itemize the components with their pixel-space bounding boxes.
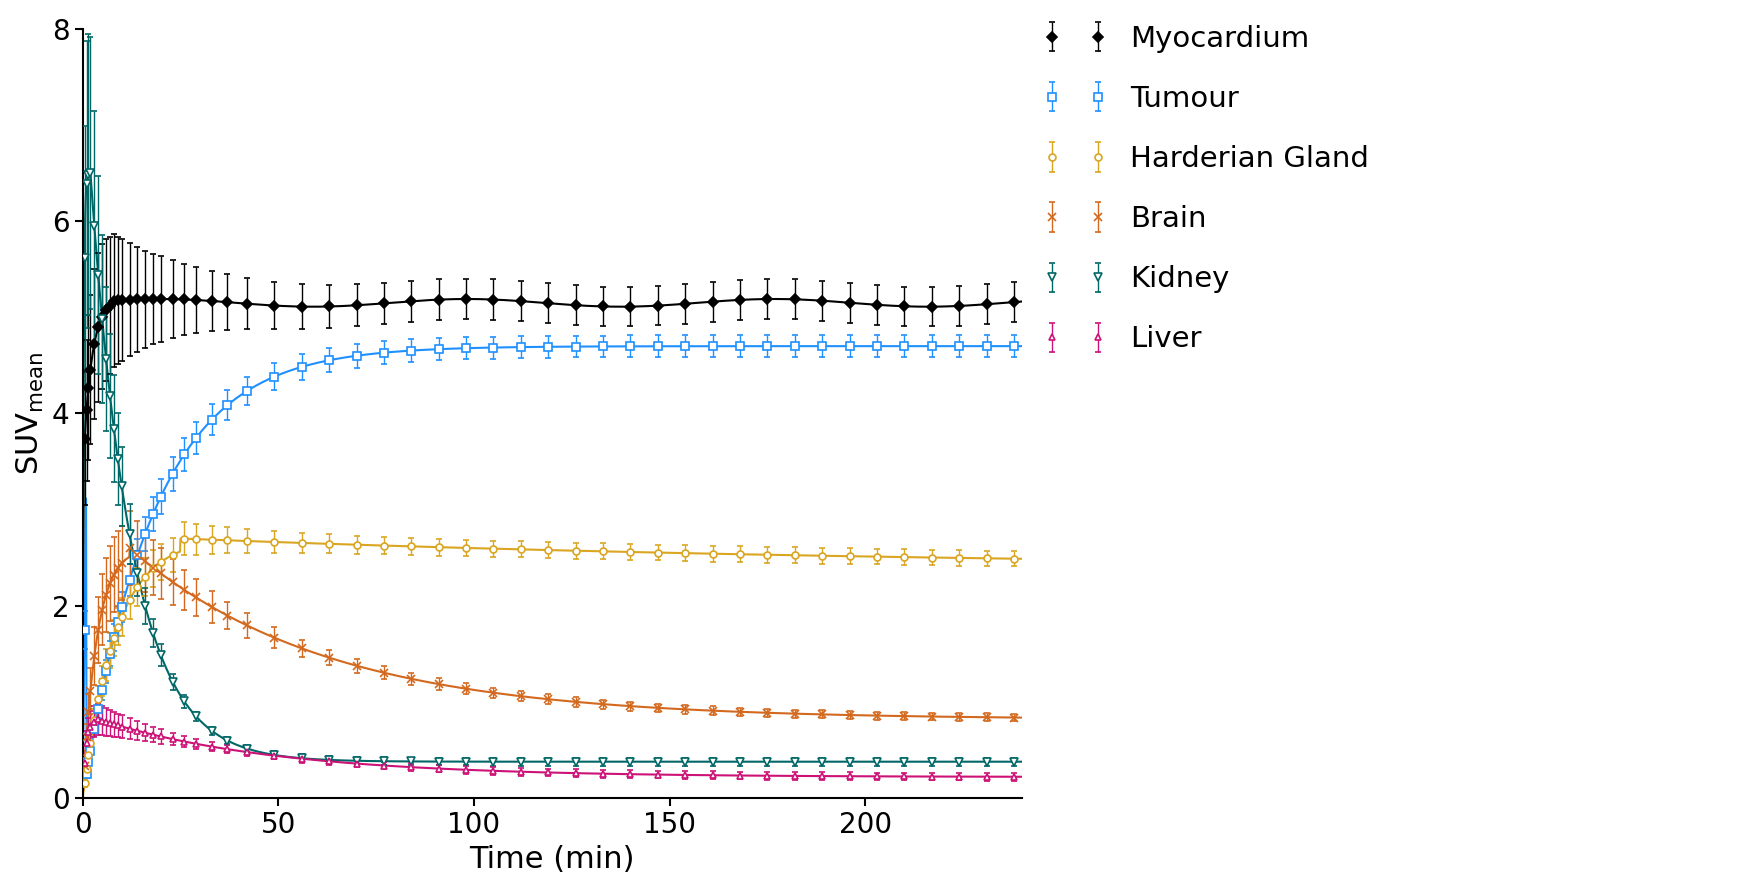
Legend: Myocardium, Tumour, Harderian Gland, Brain, Kidney, Liver: Myocardium, Tumour, Harderian Gland, Bra… [1031,13,1381,365]
Y-axis label: SUV$_\mathregular{mean}$: SUV$_\mathregular{mean}$ [16,352,46,476]
X-axis label: Time (min): Time (min) [469,845,635,874]
